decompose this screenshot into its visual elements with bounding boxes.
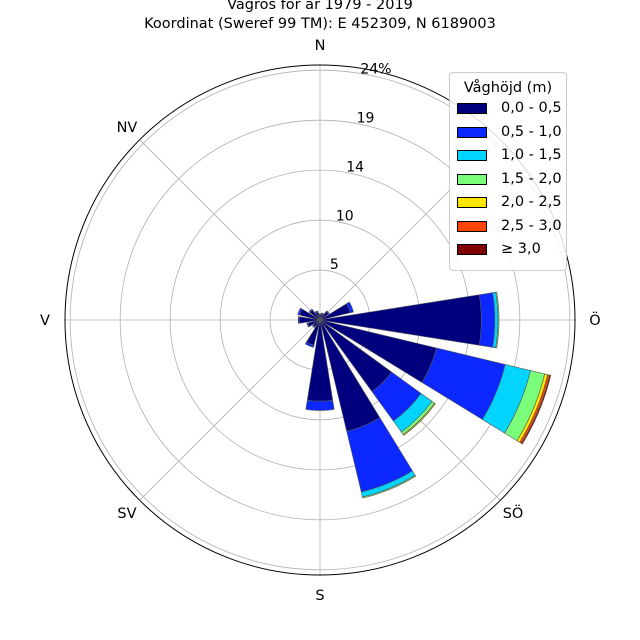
sector-1-bin-1 — [321, 312, 325, 316]
direction-label: N — [315, 38, 326, 54]
sector-14-bin-1 — [308, 308, 314, 314]
sector-6-bin-4 — [402, 402, 436, 436]
wave-sectors — [297, 291, 552, 499]
sector-3-bin-1 — [346, 301, 354, 314]
radial-tick-label: 10 — [336, 208, 354, 224]
chart-subtitle: Koordinat (Sweref 99 TM): E 452309, N 61… — [144, 16, 496, 32]
legend-items: 0,0 - 0,5 0,5 - 1,0 1,0 - 1,5 1,5 - 2,0 2,0 … — [450, 99, 566, 264]
sector-12-bin-1 — [297, 316, 300, 324]
sector-7-bin-3 — [362, 474, 417, 499]
direction-label: Ö — [589, 311, 600, 329]
legend-item: 2,0 - 2,5 — [450, 193, 566, 217]
legend: Våghöjd (m) 0,0 - 0,5 0,5 - 1,0 1,0 - 1,5 1… — [449, 72, 567, 271]
sector-8-bin-1 — [305, 399, 335, 411]
ring-gridline — [119, 119, 521, 521]
direction-label: V — [40, 313, 50, 329]
sector-5-bin-6 — [521, 374, 552, 445]
sector-10-bin-1 — [312, 324, 316, 328]
sector-4-bin-1 — [478, 292, 496, 348]
sector-2-bin-1 — [325, 310, 330, 315]
legend-item: 0,5 - 1,0 — [450, 123, 566, 147]
sector-9-bin-1 — [304, 341, 315, 348]
legend-title: Våghöjd (m) — [463, 80, 553, 96]
chart-title: Vågros för år 1979 - 2019 — [227, 0, 413, 13]
legend-item: ≥ 3,0 — [450, 240, 566, 264]
direction-label: S — [315, 588, 324, 604]
radial-tick-label: 14 — [346, 159, 364, 175]
legend-label: 2,0 - 2,5 — [501, 194, 562, 210]
radial-tick-label: 24% — [360, 62, 391, 78]
radial-tick-label: 5 — [330, 257, 339, 273]
legend-label: 0,5 - 1,0 — [501, 123, 562, 140]
ring-gridline — [69, 69, 571, 571]
legend-label: 0,0 - 0,5 — [501, 100, 562, 116]
legend-label: 1,5 - 2,0 — [501, 170, 562, 187]
legend-item: 0,0 - 0,5 — [450, 99, 566, 123]
radial-tick-label: 19 — [357, 111, 375, 127]
sector-4-bin-3 — [495, 291, 500, 349]
legend-label: ≥ 3,0 — [501, 241, 541, 257]
spoke-gridline — [139, 319, 321, 501]
sector-13-bin-1 — [297, 307, 303, 316]
legend-swatch — [457, 173, 487, 185]
legend-label: 2,5 - 3,0 — [501, 217, 562, 234]
legend-label: 1,0 - 1,5 — [501, 147, 562, 163]
legend-swatch — [457, 150, 487, 161]
sector-15-bin-1 — [314, 310, 319, 314]
outer-frame — [64, 64, 576, 576]
legend-item: 1,5 - 2,0 — [450, 170, 566, 194]
sector-0-bin-1 — [318, 313, 322, 316]
intercardinal-label: SV — [117, 506, 136, 522]
legend-swatch — [457, 103, 487, 114]
legend-swatch — [457, 244, 487, 255]
spoke-gridline — [139, 139, 321, 321]
intercardinal-label: NV — [117, 120, 138, 136]
legend-item: 1,0 - 1,5 — [450, 146, 566, 170]
legend-swatch — [457, 197, 487, 208]
legend-swatch — [457, 220, 487, 232]
legend-swatch — [457, 126, 487, 138]
legend-item: 2,5 - 3,0 — [450, 217, 566, 241]
chart-titles: Vågros för år 1979 - 2019 Koordinat (Swe… — [0, 0, 640, 34]
intercardinal-label: SÖ — [503, 504, 524, 522]
sector-11-bin-1 — [306, 322, 310, 328]
